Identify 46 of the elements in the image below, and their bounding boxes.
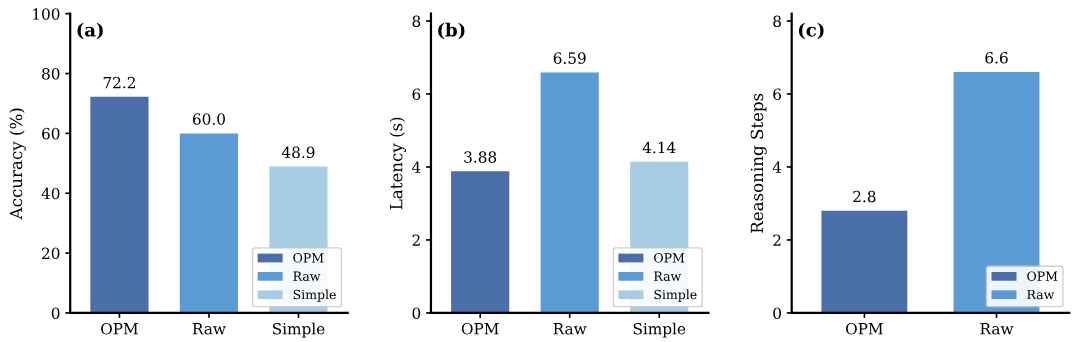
data-label: 48.9 [281,146,315,159]
data-label: 60.0 [192,113,225,125]
x-tick-label: OPM [846,322,883,335]
legend-label: OPM [1027,271,1058,281]
y-axis-title: Reasoning Steps [750,93,767,233]
y-tick-label: 4 [772,161,782,173]
x-tick-label: OPM [101,322,138,335]
x-tick-label: Simple [633,322,686,338]
data-label: 3.88 [464,151,497,163]
legend-label: Simple [654,289,697,302]
legend-label: Raw [654,271,682,281]
y-tick-label: 4 [411,161,421,173]
legend-label: OPM [293,253,324,263]
x-tick-label: OPM [461,322,499,335]
legend-label: Simple [293,289,336,302]
y-tick-label: 2 [773,234,781,246]
chart-title: (b) [438,22,465,40]
y-axis-title: Latency (s) [389,117,406,210]
data-label: 2.8 [853,190,876,203]
data-label: 6.6 [985,52,1008,64]
legend-label: Raw [1027,289,1055,300]
legend-label: OPM [654,253,685,263]
x-tick-label: Raw [553,323,587,335]
x-tick-label: Simple [272,322,325,338]
chart-title: (c) [798,22,824,40]
data-label: 72.2 [103,76,135,89]
x-tick-label: Raw [980,323,1014,335]
y-tick-label: 8 [412,15,421,27]
y-axis-title: Accuracy (%) [9,108,26,220]
data-label: 6.59 [553,52,586,64]
y-tick-label: 0 [412,307,421,319]
y-tick-label: 6 [773,88,782,100]
y-tick-label: 6 [412,88,421,100]
y-tick-label: 60 [42,127,60,140]
y-tick-label: 40 [41,187,60,200]
y-tick-label: 0 [51,307,60,319]
legend-label: Raw [293,271,321,281]
x-tick-label: Raw [192,323,226,335]
y-tick-label: 2 [412,234,420,246]
y-tick-label: 80 [42,68,60,80]
chart-title: (a) [77,22,103,40]
y-tick-label: 0 [773,307,781,319]
y-tick-label: 20 [42,247,60,260]
y-tick-label: 8 [773,15,781,27]
data-label: 4.14 [642,141,676,154]
y-tick-label: 100 [33,8,60,20]
